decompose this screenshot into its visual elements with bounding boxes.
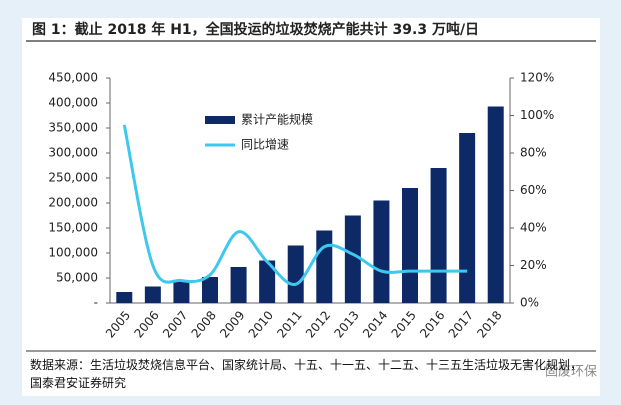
y-tick-label: 150,000 [48,221,98,235]
y2-tick-label: 40% [520,221,547,235]
y-tick-label: 50,000 [56,271,98,285]
legend-swatch [205,116,235,124]
y2-tick-label: 60% [520,183,547,197]
y-tick-label: 250,000 [48,171,98,185]
y-tick-label: 300,000 [48,146,98,160]
watermark: 固废环保 [545,364,597,380]
bar [173,280,190,303]
bar [344,215,361,303]
bar [316,230,333,303]
y-tick-label: 350,000 [48,121,98,135]
bar [373,200,390,303]
bar [116,292,133,303]
bar [287,245,304,303]
y-tick-label: 200,000 [48,196,98,210]
bar [430,168,447,303]
bar [230,267,247,303]
legend-label: 同比增速 [241,138,289,152]
y-tick-label: 100,000 [48,246,98,260]
bar [144,286,161,303]
y-tick-label: 400,000 [48,96,98,110]
y2-tick-label: 20% [520,258,547,272]
chart-title: 图 1：截止 2018 年 H1，全国投运的垃圾焚烧产能共计 39.3 万吨/日 [32,21,479,38]
bar [487,106,504,303]
y2-tick-label: 100% [520,108,554,122]
y-tick-label: - [94,296,98,310]
y2-tick-label: 0% [520,296,539,310]
y2-tick-label: 120% [520,71,554,85]
source: 数据来源：生活垃圾焚烧信息平台、国家统计局、十五、十一五、十二五、十三五生活垃圾… [30,358,583,390]
y-tick-label: 450,000 [48,71,98,85]
bar [459,133,476,303]
bar [259,260,276,303]
y2-tick-label: 80% [520,146,547,160]
bar [202,277,218,303]
bar [402,188,418,303]
legend-label: 累计产能规模 [241,112,313,127]
line [122,124,468,286]
